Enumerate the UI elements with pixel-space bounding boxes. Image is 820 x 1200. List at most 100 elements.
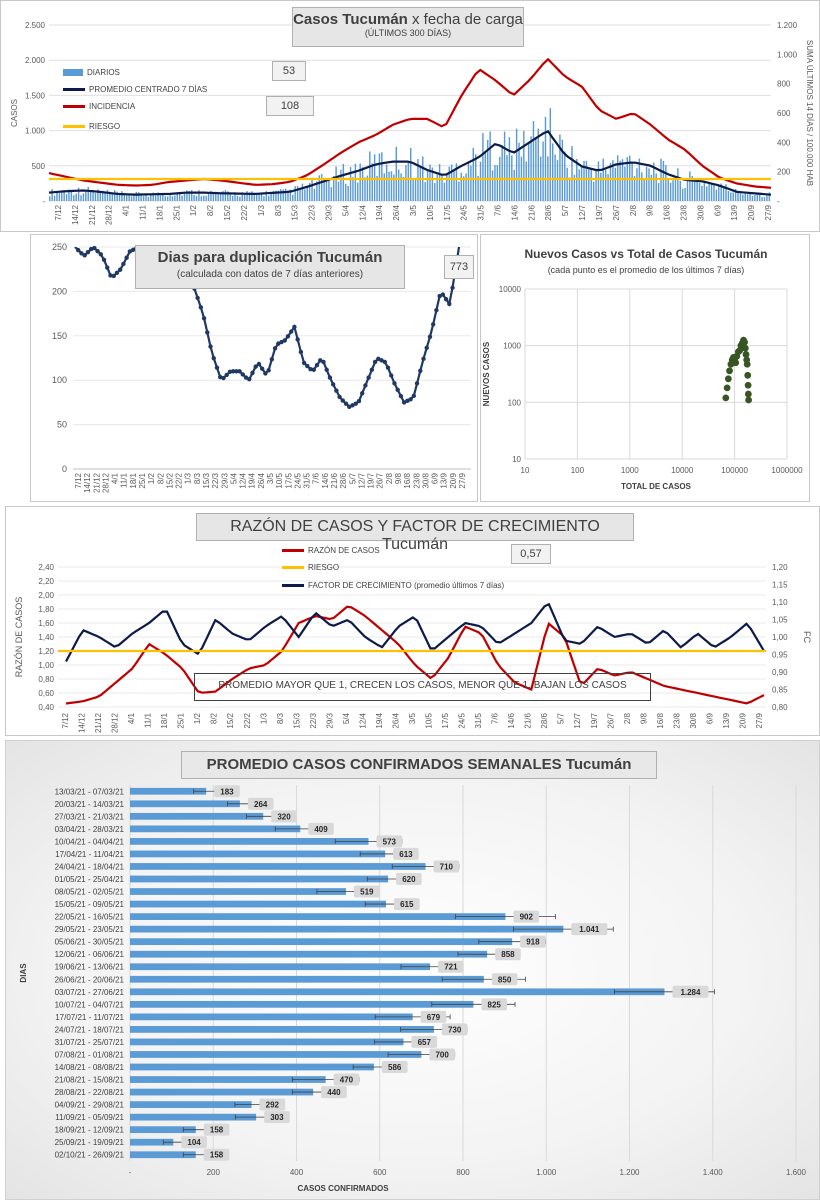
- x-tick-label: 10/5: [426, 204, 435, 220]
- data-label: 104: [187, 1138, 201, 1147]
- daily-bar: [357, 182, 359, 201]
- doubling-point: [234, 369, 239, 374]
- category-label: 20/03/21 - 14/03/21: [55, 800, 125, 809]
- weekly-bar: [130, 1063, 374, 1071]
- weekly-bar: [130, 1088, 314, 1096]
- daily-bar: [405, 165, 407, 201]
- daily-bar: [164, 196, 166, 201]
- daily-bar: [241, 192, 243, 201]
- daily-bar: [580, 166, 583, 201]
- daily-bar: [121, 191, 123, 201]
- y2-tick-label: 800: [777, 80, 791, 89]
- daily-bar: [183, 192, 186, 201]
- daily-bar: [101, 190, 104, 201]
- daily-bar: [419, 166, 422, 201]
- daily-bar: [258, 192, 260, 201]
- daily-bar: [532, 121, 535, 201]
- weekly-bar: [130, 1138, 174, 1146]
- daily-bar: [756, 194, 759, 201]
- growth-factor-chart: 0,40 0,60 0,80 1,00 1,20 1,40 1,60 1,80 2,00 2,20…: [14, 563, 812, 733]
- daily-bar: [77, 187, 80, 201]
- daily-bar: [277, 190, 280, 201]
- daily-bar: [231, 195, 234, 201]
- x-tick-label: 14/12: [83, 472, 92, 493]
- daily-bar: [56, 191, 58, 201]
- x-tick-label: 19/4: [248, 472, 257, 488]
- daily-bar: [604, 169, 607, 201]
- x-tick-label: 5/4: [341, 204, 350, 216]
- x-tick-label: 28/6: [544, 204, 553, 220]
- daily-bar: [681, 188, 684, 201]
- daily-bar: [383, 173, 385, 201]
- scatter-point: [732, 359, 740, 367]
- doubling-point: [372, 359, 378, 365]
- doubling-point: [269, 357, 275, 362]
- doubling-point: [418, 368, 423, 373]
- y-tick-label: 100: [508, 398, 522, 407]
- doubling-point: [214, 365, 220, 370]
- x-tick-label: 19/7: [595, 204, 604, 220]
- daily-bar: [234, 192, 236, 201]
- data-label-bg: [571, 923, 608, 936]
- doubling-point: [92, 245, 97, 251]
- daily-bar: [393, 174, 395, 201]
- weekly-bar: [130, 900, 386, 908]
- x-tick-label: 12/7: [573, 712, 582, 728]
- weekly-bar: [130, 812, 264, 820]
- x-tick-label: 18/1: [155, 204, 164, 220]
- category-label: 27/03/21 - 21/03/21: [55, 812, 125, 821]
- x-tick-label: 15/3: [291, 204, 300, 220]
- weekly-bar: [130, 888, 347, 895]
- doubling-point: [356, 398, 362, 404]
- x-tick-label: 5/7: [348, 472, 357, 484]
- daily-bar: [89, 191, 92, 201]
- daily-bar: [720, 183, 722, 201]
- daily-bar: [407, 162, 410, 201]
- x-tick-label: 1.400: [703, 1168, 724, 1177]
- data-label: 679: [427, 1013, 441, 1022]
- data-label: 825: [488, 1000, 502, 1009]
- x-tick-label: 22/3: [308, 204, 317, 220]
- data-label: 586: [388, 1063, 402, 1072]
- doubling-point: [359, 391, 365, 396]
- data-label: 183: [220, 787, 234, 796]
- weekly-bar: [130, 963, 431, 971]
- scatter-point: [741, 344, 749, 352]
- weekly-bar: [130, 875, 389, 883]
- daily-bar: [70, 191, 73, 201]
- daily-bar: [742, 194, 744, 201]
- daily-bar: [68, 189, 70, 201]
- daily-bar: [549, 108, 552, 201]
- x-tick-label: 100000: [721, 466, 748, 475]
- daily-bar: [414, 178, 417, 201]
- daily-bar: [152, 192, 154, 201]
- x-tick-label: 11/1: [120, 472, 129, 488]
- daily-bar: [328, 179, 330, 201]
- x-tick-label: 27/9: [764, 204, 773, 220]
- x-tick-label: 1.200: [619, 1168, 640, 1177]
- daily-bar: [737, 191, 739, 201]
- x-tick-label: 200: [207, 1168, 221, 1177]
- doubling-point: [330, 382, 336, 387]
- x-tick-label: 10000: [671, 466, 694, 475]
- doubling-point: [221, 375, 226, 381]
- data-label-bg: [513, 910, 540, 923]
- category-label: 24/04/21 - 18/04/21: [55, 862, 125, 871]
- category-label: 22/05/21 - 16/05/21: [55, 913, 125, 922]
- x-tick-label: 1/2: [147, 472, 156, 484]
- doubling-point: [198, 305, 204, 310]
- doubling-point: [253, 364, 258, 369]
- daily-bar: [537, 128, 539, 201]
- doubling-point: [124, 255, 129, 260]
- daily-bar: [349, 167, 352, 201]
- x-tick-label: 10/5: [425, 712, 434, 728]
- daily-bar: [665, 165, 667, 201]
- scatter-point: [726, 367, 733, 375]
- doubling-point: [414, 381, 420, 386]
- x-tick-label: 1000: [621, 466, 639, 475]
- daily-bar: [503, 131, 506, 201]
- daily-bar: [364, 177, 366, 201]
- y2-tick-label: 0,90: [772, 668, 788, 677]
- y2-tick-label: 400: [777, 138, 791, 147]
- daily-bar: [359, 163, 361, 201]
